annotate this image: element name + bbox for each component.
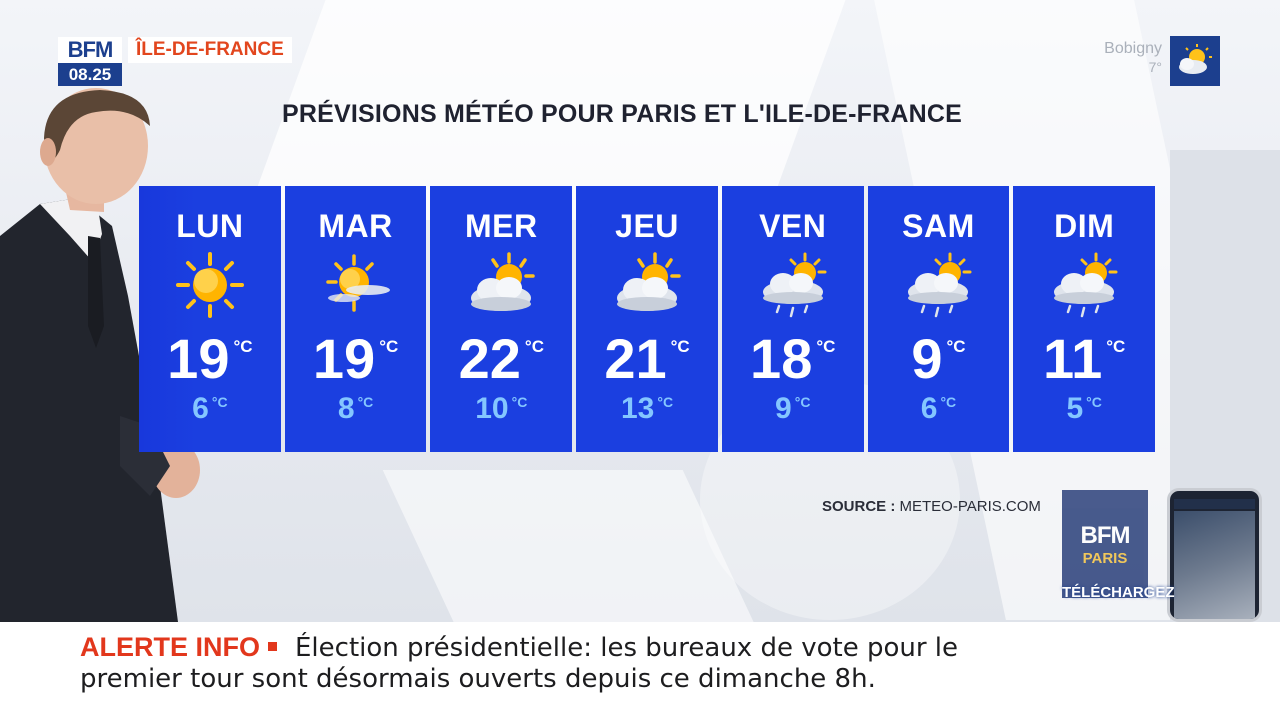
min-temp: 5 °C <box>1013 392 1155 426</box>
max-temp: 18 °C <box>722 330 864 388</box>
max-temp-unit: °C <box>233 337 253 356</box>
region-label: ÎLE-DE-FRANCE <box>128 37 292 63</box>
promo-logo-subtext: PARIS <box>1082 549 1128 567</box>
max-temp-unit: °C <box>670 337 690 356</box>
max-temp: 22 °C <box>430 330 572 388</box>
day-name: MAR <box>318 208 393 244</box>
max-temp-value: 9 <box>911 327 943 390</box>
source-credit: SOURCE : METEO-PARIS.COM <box>822 498 1041 515</box>
sun-rain-icon <box>908 252 972 318</box>
forecast-grid: LUN 19 °C 6 °C MAR <box>139 186 1156 452</box>
min-temp-unit: °C <box>657 394 674 410</box>
min-temp-value: 13 <box>620 392 655 425</box>
max-temp-unit: °C <box>1106 337 1126 356</box>
day-name: JEU <box>615 208 679 244</box>
sun-icon <box>175 252 244 318</box>
max-temp-unit: °C <box>379 337 399 356</box>
city-weather: Bobigny 7° <box>1086 40 1162 76</box>
min-temp-unit: °C <box>1086 394 1102 410</box>
min-temp-unit: °C <box>794 394 811 410</box>
forecast-day-ven: VEN 18 °C 9 °C <box>721 186 864 452</box>
day-name: LUN <box>176 208 244 244</box>
ticker-line-1: ALERTE INFO Élection présidentielle: les … <box>80 632 958 663</box>
channel-logo: BFM 08.25 <box>58 37 122 86</box>
sun-rain-icon <box>762 252 827 318</box>
day-name: VEN <box>759 208 827 244</box>
min-temp-value: 9 <box>775 392 792 425</box>
sun-cloud-icon <box>471 252 536 311</box>
min-temp-value: 8 <box>337 392 355 425</box>
max-temp-value: 19 <box>167 327 230 390</box>
min-temp-unit: °C <box>511 394 528 410</box>
max-temp-value: 21 <box>604 327 667 390</box>
max-temp: 11 °C <box>1013 330 1155 388</box>
presenter-figure <box>0 88 200 622</box>
min-temp-value: 10 <box>475 392 509 425</box>
source-label: SOURCE : <box>822 498 896 515</box>
max-temp-value: 18 <box>750 327 813 390</box>
forecast-day-lun: LUN 19 °C 6 °C <box>139 186 281 452</box>
alert-ticker <box>0 622 1280 720</box>
max-temp-value: 11 <box>1043 327 1103 390</box>
app-promo: BFM PARIS TÉLÉCHARGEZ <box>1052 488 1280 622</box>
sun-cloud-icon <box>1170 36 1220 86</box>
city-temp: 7° <box>1148 59 1162 75</box>
max-temp: 9 °C <box>868 330 1010 388</box>
max-temp: 21 °C <box>576 330 718 388</box>
max-temp-value: 22 <box>458 327 521 390</box>
min-temp: 9 °C <box>722 392 864 426</box>
min-temp: 10 °C <box>430 392 572 426</box>
clock-time: 08.25 <box>58 63 122 86</box>
forecast-day-mar: MAR 19 °C 8 °C <box>284 186 427 452</box>
forecast-day-sam: SAM 9 °C 6 °C <box>867 186 1010 452</box>
forecast-day-mer: MER 22 °C 10 °C <box>430 186 573 452</box>
source-value: METEO-PARIS.COM <box>899 498 1041 515</box>
min-temp-unit: °C <box>940 394 957 410</box>
sun-haze-icon <box>325 254 390 312</box>
forecast-title: PRÉVISIONS MÉTÉO POUR PARIS ET L'ILE-DE-… <box>282 100 963 128</box>
min-temp-unit: °C <box>357 394 374 410</box>
min-temp: 6 °C <box>868 392 1010 426</box>
min-temp: 13 °C <box>576 392 718 426</box>
city-name: Bobigny <box>1104 40 1162 57</box>
channel-logo-text: BFM <box>58 37 122 63</box>
promo-logo: BFM PARIS <box>1062 490 1148 598</box>
ticker-line-2: premier tour sont désormais ouverts depu… <box>80 664 876 694</box>
max-temp-value: 19 <box>312 327 376 390</box>
min-temp: 6 °C <box>139 392 281 426</box>
sun-rain-icon <box>1054 252 1118 318</box>
ticker-text-1: Élection présidentielle: les bureaux de … <box>295 633 959 663</box>
day-name: MER <box>464 208 538 244</box>
min-temp-value: 6 <box>192 392 209 425</box>
promo-logo-text: BFM <box>1080 521 1131 549</box>
promo-cta: TÉLÉCHARGEZ <box>1062 584 1175 601</box>
max-temp-unit: °C <box>816 337 836 356</box>
max-temp-unit: °C <box>524 337 544 356</box>
alert-label: ALERTE INFO <box>80 632 260 662</box>
min-temp-value: 6 <box>920 392 938 425</box>
min-temp: 8 °C <box>285 392 427 426</box>
sun-cloud-icon <box>617 252 681 311</box>
forecast-day-dim: DIM 11 °C 5 °C <box>1013 186 1156 452</box>
phone-mockup <box>1167 488 1262 622</box>
day-name: SAM <box>902 208 975 244</box>
day-name: DIM <box>1054 208 1115 244</box>
alert-square-icon <box>268 642 277 651</box>
max-temp: 19 °C <box>139 330 281 388</box>
forecast-day-jeu: JEU 21 °C 13 °C <box>576 186 718 452</box>
max-temp: 19 °C <box>285 330 427 388</box>
max-temp-unit: °C <box>946 337 966 356</box>
min-temp-unit: °C <box>211 394 228 410</box>
min-temp-value: 5 <box>1066 392 1084 425</box>
